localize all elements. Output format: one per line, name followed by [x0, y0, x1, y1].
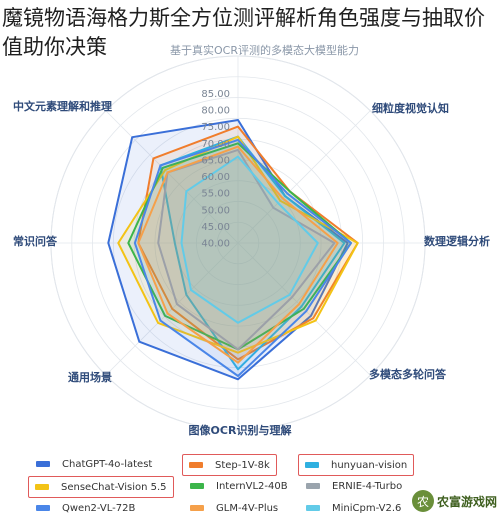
legend-label: ChatGPT-4o-latest — [62, 458, 153, 470]
legend-item-7: GLM-4V-Plus — [190, 498, 278, 518]
radial-tick-label: 50.00 — [201, 205, 230, 216]
legend-label: MiniCpm-V2.6 — [332, 502, 402, 514]
radial-tick-label: 55.00 — [201, 189, 230, 200]
site-logo-text: 农富游戏网 — [437, 494, 498, 509]
chart-legend: ChatGPT-4o-latest Step-1V-8k hunyuan-visio… — [28, 452, 440, 518]
radar-tick-labels: 40.00 45.00 50.00 55.00 60.00 65.00 70.00 75.00… — [201, 89, 230, 250]
radial-tick-label: 65.00 — [201, 155, 230, 166]
series-1-polygon — [137, 125, 359, 361]
radar-spoke — [237, 110, 371, 244]
radial-tick-label: 70.00 — [201, 139, 230, 150]
legend-item-1: Step-1V-8k — [182, 454, 277, 476]
legend-label: ERNIE-4-Turbo — [332, 480, 403, 492]
radial-tick-label: 80.00 — [201, 106, 230, 117]
legend-label: Step-1V-8k — [215, 459, 270, 471]
series-6-polygon — [133, 138, 352, 377]
legend-swatch — [190, 505, 204, 511]
radial-tick-label: 40.00 — [201, 239, 230, 250]
series-7-polygon — [137, 145, 339, 364]
site-logo: 农 农富游戏网 — [412, 486, 500, 516]
legend-item-0: ChatGPT-4o-latest — [36, 454, 152, 474]
radar-spoke — [105, 110, 239, 244]
legend-item-5: ERNIE-4-Turbo — [306, 476, 402, 496]
farm-leaf-icon: 农 — [412, 490, 434, 512]
legend-swatch — [36, 461, 50, 467]
legend-swatch — [189, 462, 203, 468]
legend-item-8: MiniCpm-V2.6 — [306, 498, 401, 518]
radar-chart: 40.00 45.00 50.00 55.00 60.00 65.00 70.00 75.00… — [13, 55, 490, 437]
legend-swatch — [305, 462, 319, 468]
legend-label: hunyuan-vision — [331, 459, 408, 471]
legend-swatch — [306, 483, 320, 489]
legend-swatch — [306, 505, 320, 511]
radial-tick-label: 75.00 — [201, 122, 230, 133]
series-8-polygon — [180, 155, 319, 324]
radial-tick-label: 85.00 — [201, 89, 230, 100]
axis-label: 多模态多轮问答 — [369, 367, 447, 381]
legend-swatch — [36, 505, 50, 511]
legend-label: SenseChat-Vision 5.5 — [61, 481, 167, 493]
axis-label: 中文元素理解和推理 — [13, 99, 112, 113]
legend-item-3: SenseChat-Vision 5.5 — [28, 476, 174, 498]
radial-tick-label: 60.00 — [201, 172, 230, 183]
overlay-headline: 魔镜物语海格力斯全方位测评解析角色强度与抽取价值助你决策 — [2, 6, 485, 59]
chart-subtitle: 基于真实OCR评测的多模态大模型能力 — [170, 44, 359, 57]
legend-swatch — [190, 483, 204, 489]
axis-label: 数理逻辑分析 — [424, 234, 490, 248]
radar-series — [107, 119, 359, 381]
axis-label: 通用场景 — [68, 370, 112, 384]
axis-label: 常识问答 — [13, 234, 58, 248]
axis-label: 图像OCR识别与理解 — [189, 423, 292, 437]
radial-tick-label: 45.00 — [201, 222, 230, 233]
axis-label: 细粒度视觉认知 — [372, 101, 449, 115]
legend-item-2: hunyuan-vision — [298, 454, 415, 476]
legend-swatch — [35, 484, 49, 490]
legend-label: InternVL2-40B — [216, 480, 288, 492]
legend-label: Qwen2-VL-72B — [62, 502, 136, 514]
legend-item-6: Qwen2-VL-72B — [36, 498, 135, 518]
legend-label: GLM-4V-Plus — [216, 502, 279, 514]
legend-item-4: InternVL2-40B — [190, 476, 288, 496]
